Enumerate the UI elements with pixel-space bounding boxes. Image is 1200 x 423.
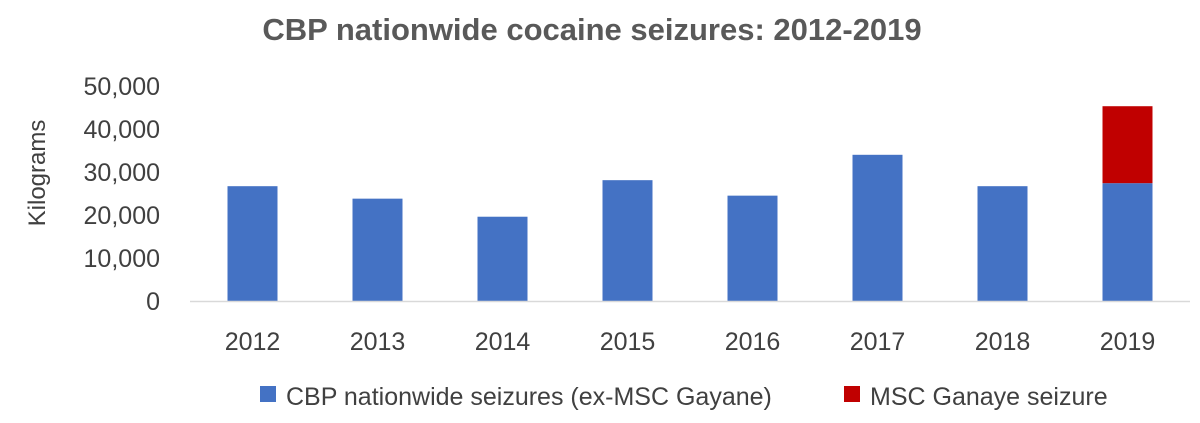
x-tick-label: 2019 xyxy=(1100,328,1156,356)
y-tick-label: 40,000 xyxy=(84,116,160,144)
bar-cbp-2015 xyxy=(602,180,653,301)
x-tick-label: 2012 xyxy=(225,328,281,356)
bar-cbp-2012 xyxy=(227,186,278,301)
x-tick-label: 2018 xyxy=(975,328,1031,356)
chart-title: CBP nationwide cocaine seizures: 2012-20… xyxy=(262,12,921,47)
x-tick-label: 2017 xyxy=(850,328,906,356)
x-tick-label: 2015 xyxy=(600,328,656,356)
x-tick-label: 2016 xyxy=(725,328,781,356)
y-axis-ticks: 0 10,000 20,000 30,000 40,000 50,000 xyxy=(84,73,160,316)
bar-cbp-2017 xyxy=(852,154,903,301)
bar-cbp-2018 xyxy=(977,186,1028,301)
x-tick-label: 2014 xyxy=(475,328,531,356)
y-tick-label: 50,000 xyxy=(84,73,160,101)
legend-label-msc: MSC Ganaye seizure xyxy=(870,383,1108,411)
legend-swatch-cbp xyxy=(260,386,276,402)
bar-cbp-2014 xyxy=(477,216,528,301)
legend: CBP nationwide seizures (ex-MSC Gayane) … xyxy=(260,383,1108,411)
y-axis-label: Kilograms xyxy=(24,120,51,227)
legend-label-cbp: CBP nationwide seizures (ex-MSC Gayane) xyxy=(286,383,772,411)
y-tick-label: 0 xyxy=(146,288,160,316)
legend-swatch-msc xyxy=(844,386,860,402)
bar-msc-2019 xyxy=(1102,106,1153,184)
bar-cbp-2016 xyxy=(727,195,778,301)
bars xyxy=(227,106,1153,301)
bar-cbp-2019 xyxy=(1102,183,1153,301)
x-tick-label: 2013 xyxy=(350,328,406,356)
bar-cbp-2013 xyxy=(352,198,403,301)
y-tick-label: 20,000 xyxy=(84,202,160,230)
y-tick-label: 10,000 xyxy=(84,245,160,273)
x-axis-ticks: 2012 2013 2014 2015 2016 2017 2018 2019 xyxy=(225,328,1156,356)
y-tick-label: 30,000 xyxy=(84,159,160,187)
